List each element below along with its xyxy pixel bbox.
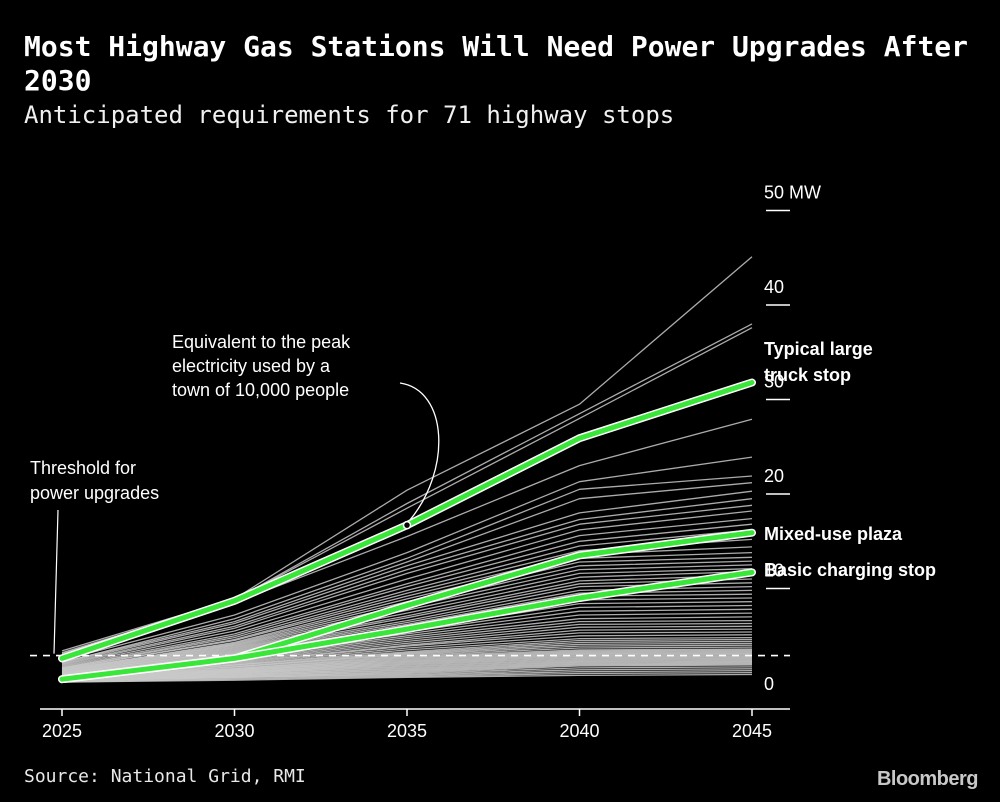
series-label: Basic charging stop [764,560,936,580]
highlight-series-outline [58,378,756,663]
x-tick-label: 2030 [214,721,254,741]
x-tick-label: 2035 [387,721,427,741]
background-series-line [61,671,753,683]
background-series-line [61,498,753,665]
series-label: Typical large truck stop [764,339,873,385]
source-note: Source: National Grid, RMI [24,766,306,787]
background-series-line [61,653,753,680]
highlight-series-line [59,380,755,661]
y-tick-label: 0 [764,674,774,694]
peak-town-annotation-line: Equivalent to the peak [172,332,351,352]
threshold-leader-line [53,509,59,654]
series-label: Mixed-use plaza [764,524,903,544]
background-series-line [61,523,753,669]
background-series-line [61,546,753,670]
series-label-line: Basic charging stop [764,560,936,580]
background-series-line [61,649,753,679]
annotation-arrow [399,382,440,522]
y-tick-label: 50 MW [764,183,821,203]
background-series-line [61,456,753,661]
background-series-group [61,256,753,683]
background-series-line [61,529,753,669]
series-label-line: Typical large [764,339,873,359]
highlight-series-line [59,569,755,682]
threshold-annotation: Threshold for power upgrades [30,458,159,503]
x-axis: 2025 2030 2035 2040 2045 [40,708,790,741]
y-tick-label: 30 [764,372,784,392]
series-label-line: Mixed-use plaza [764,524,903,544]
threshold-annotation-line: power upgrades [30,483,159,503]
threshold-annotation-line: Threshold for [30,458,136,478]
background-series-line [61,654,753,680]
y-tick-label: 10 [764,561,784,581]
annotations-group: Threshold for power upgrades Equivalent to… [30,332,936,580]
background-series-line [61,510,753,667]
annotation-marker [402,520,412,530]
series-label-line: truck stop [764,365,851,385]
background-series-line [61,660,753,681]
peak-town-annotation: Equivalent to the peak electricity used b… [172,332,351,400]
threshold-group [30,509,790,657]
background-series-line [61,668,753,682]
background-series-line [61,482,753,663]
y-tick-label: 20 [764,466,784,486]
background-series-line [61,582,753,675]
x-tick-label: 2025 [42,721,82,741]
background-series-line [61,662,753,682]
background-series-line [61,490,753,664]
x-tick-label: 2040 [559,721,599,741]
highlighted-series-group [58,378,756,684]
background-series-line [61,644,753,679]
background-series-line [61,578,753,674]
chart-title: Most Highway Gas Stations Will Need Powe… [24,30,969,97]
y-axis: 0 10 20 30 40 50 MW [764,183,821,695]
peak-town-annotation-line: town of 10,000 people [172,380,349,400]
chart-subtitle: Anticipated requirements for 71 highway … [24,101,675,129]
background-series-line [61,504,753,666]
peak-town-annotation-line: electricity used by a [172,356,331,376]
x-tick-label: 2045 [732,721,772,741]
background-series-line [61,517,753,668]
background-series-line [61,568,753,673]
background-series-line [61,658,753,681]
y-tick-label: 40 [764,277,784,297]
bloomberg-logo: Bloomberg [876,768,979,790]
background-series-line [61,673,753,683]
background-series-line [61,475,753,663]
